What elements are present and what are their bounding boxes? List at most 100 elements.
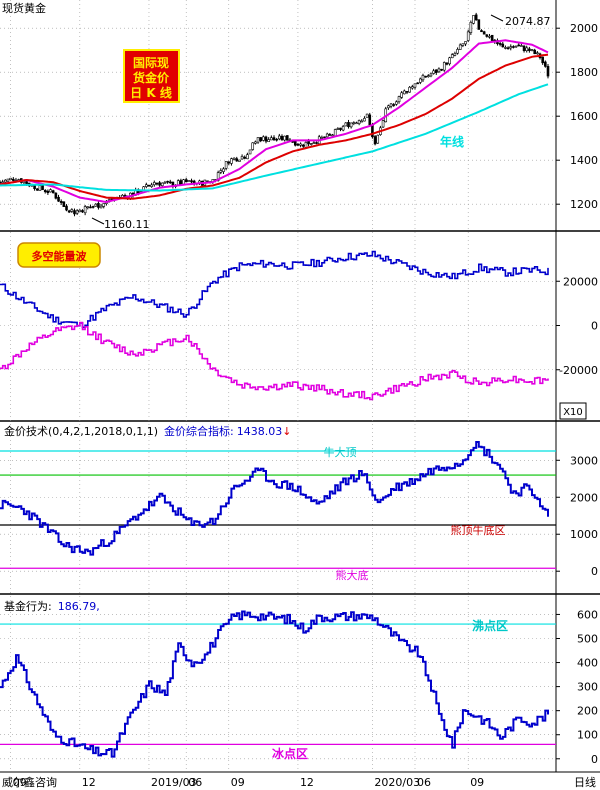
candle-body bbox=[336, 128, 340, 130]
candle-body bbox=[54, 192, 58, 199]
candle-body bbox=[33, 185, 36, 190]
moving-average-magenta bbox=[0, 39, 549, 204]
candle-body bbox=[190, 180, 193, 183]
candle-body bbox=[320, 137, 324, 139]
fund-level-top-label: 沸点区 bbox=[472, 618, 508, 633]
candle-body bbox=[283, 135, 286, 141]
candle-body bbox=[485, 34, 489, 37]
fund-title: 基金行为: 186.79, bbox=[4, 599, 100, 613]
candle-body bbox=[419, 78, 422, 83]
candle-body bbox=[477, 19, 481, 30]
candle-body bbox=[307, 140, 310, 145]
value-tick-label: 1400 bbox=[570, 154, 598, 167]
candle-body bbox=[286, 135, 289, 141]
candle-body bbox=[363, 118, 366, 122]
footer-source: 威尔鑫咨询 bbox=[2, 775, 57, 789]
candle-body bbox=[368, 114, 372, 126]
candle-body bbox=[355, 122, 358, 125]
price-badge-line2: 货金价 bbox=[133, 70, 170, 85]
candle-body bbox=[259, 137, 262, 142]
candle-body bbox=[501, 43, 505, 48]
candle-body bbox=[453, 53, 457, 56]
energy-series-magenta bbox=[0, 321, 549, 401]
flow-badge-label: 多空能量波 bbox=[32, 249, 88, 263]
candle-body bbox=[395, 101, 398, 105]
time-tick-label: 06 bbox=[417, 776, 431, 789]
candle-body bbox=[309, 143, 313, 145]
candle-body bbox=[168, 181, 172, 184]
time-tick-label: 09 bbox=[470, 776, 484, 789]
candle-body bbox=[251, 142, 255, 150]
candle-body bbox=[347, 122, 350, 128]
candle-body bbox=[331, 134, 334, 137]
candle-body bbox=[155, 182, 159, 185]
candle-body bbox=[512, 46, 515, 48]
value-tick-label: 1600 bbox=[570, 110, 598, 123]
panel-gridlines bbox=[0, 0, 600, 773]
value-tick-label: 1200 bbox=[570, 198, 598, 211]
candle-body bbox=[222, 168, 225, 172]
tech-level-mid-label: 熊顶牛底区 bbox=[451, 523, 506, 537]
candle-body bbox=[254, 141, 257, 144]
candle-body bbox=[437, 68, 441, 73]
candle-body bbox=[312, 142, 316, 144]
candle-body bbox=[224, 161, 228, 169]
time-tick-label: 2019/03 bbox=[151, 776, 197, 789]
candle-body bbox=[339, 127, 342, 130]
candle-body bbox=[9, 177, 12, 181]
candle-body bbox=[411, 86, 414, 89]
candle-body bbox=[456, 49, 459, 54]
time-tick-label: 09 bbox=[231, 776, 245, 789]
candle-body bbox=[1, 181, 4, 184]
candle-body bbox=[4, 179, 7, 183]
candle-body bbox=[509, 46, 513, 49]
candle-body bbox=[270, 137, 273, 141]
candle-body bbox=[6, 178, 10, 182]
candle-body bbox=[544, 61, 547, 67]
year-line-label: 年线 bbox=[440, 134, 464, 149]
time-tick-label: 2020/03 bbox=[374, 776, 420, 789]
candle-body bbox=[528, 48, 531, 51]
candle-body bbox=[91, 206, 95, 208]
candle-body bbox=[474, 14, 478, 21]
value-tick-label: 3000 bbox=[570, 454, 598, 467]
candle-body bbox=[262, 136, 265, 141]
value-tick-label: 0 bbox=[591, 753, 598, 766]
value-tick-label: 500 bbox=[577, 632, 598, 645]
candle-body bbox=[86, 206, 90, 209]
candle-body bbox=[102, 203, 106, 207]
candle-body bbox=[325, 133, 329, 138]
candle-body bbox=[315, 142, 318, 144]
candle-body bbox=[373, 136, 377, 145]
candle-body bbox=[488, 35, 491, 38]
candle-body bbox=[466, 31, 470, 41]
candle-body bbox=[522, 45, 526, 51]
time-tick-label: 12 bbox=[300, 776, 314, 789]
value-tick-label: 1800 bbox=[570, 66, 598, 79]
candle-body bbox=[22, 181, 26, 184]
candle-body bbox=[546, 66, 550, 77]
candle-body bbox=[397, 96, 401, 103]
candle-body bbox=[46, 190, 50, 193]
candle-body bbox=[299, 143, 302, 146]
candle-body bbox=[458, 44, 462, 50]
candle-body bbox=[25, 181, 28, 185]
candle-body bbox=[248, 149, 252, 155]
candle-body bbox=[525, 47, 529, 51]
low-price-label: 1160.11 bbox=[104, 218, 150, 231]
candle-body bbox=[432, 70, 435, 74]
candle-body bbox=[256, 137, 260, 143]
candle-body bbox=[65, 205, 68, 211]
candle-body bbox=[163, 181, 167, 184]
candle-body bbox=[482, 31, 486, 35]
candle-body bbox=[333, 129, 337, 137]
series-layer bbox=[0, 12, 556, 758]
candle-body bbox=[179, 180, 183, 185]
candle-body bbox=[182, 179, 185, 185]
candle-body bbox=[429, 73, 433, 77]
candle-body bbox=[533, 49, 536, 55]
fund-title-text: 基金行为: bbox=[4, 599, 52, 613]
fund-behavior-line bbox=[0, 610, 549, 758]
value-tick-label: 2000 bbox=[570, 491, 598, 504]
candle-body bbox=[59, 201, 63, 203]
